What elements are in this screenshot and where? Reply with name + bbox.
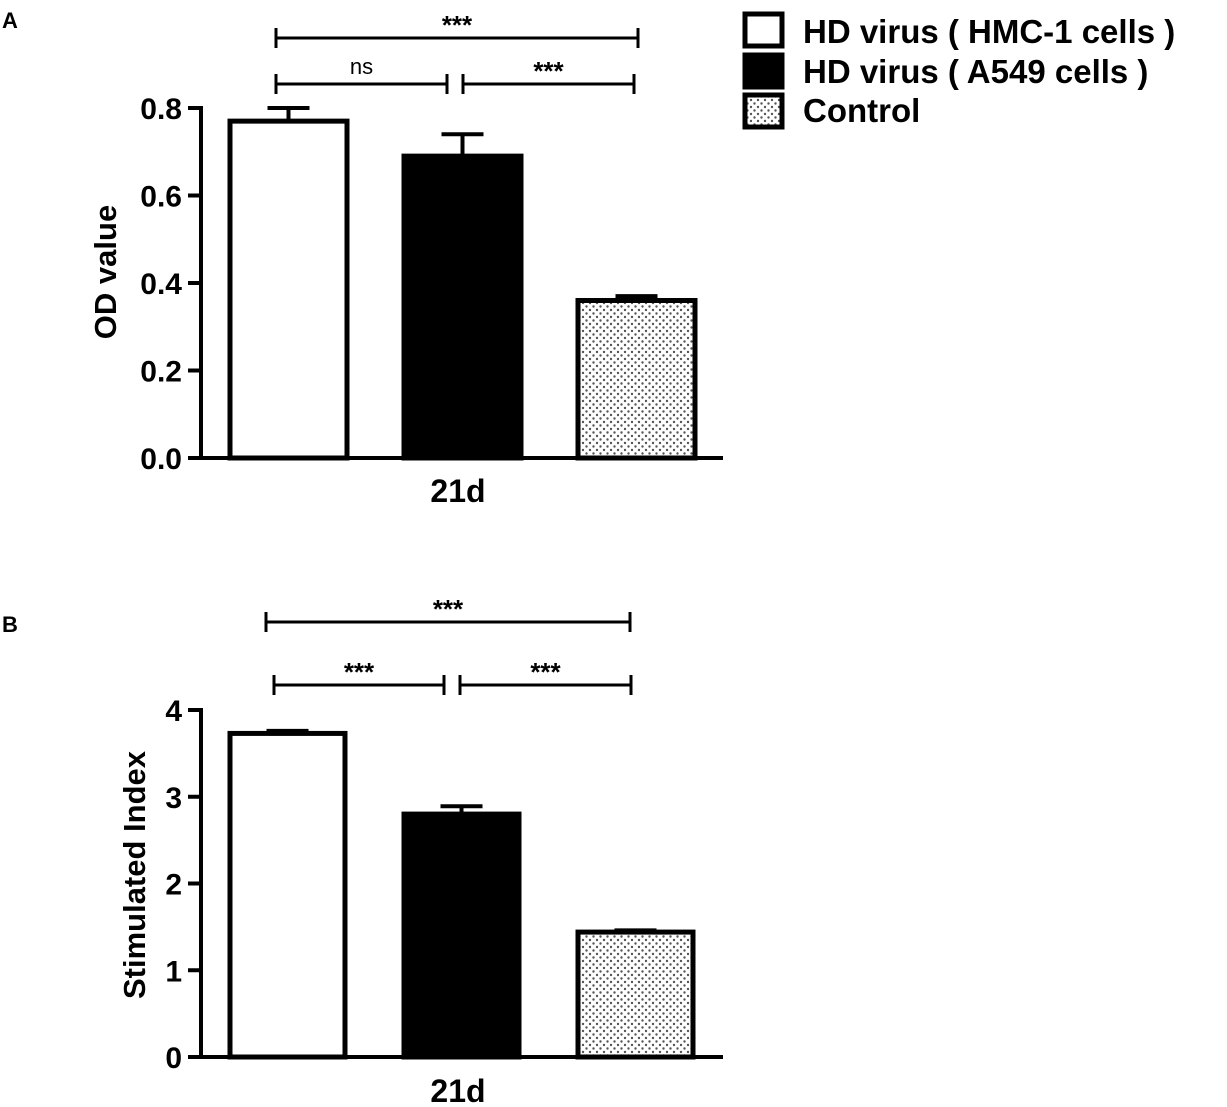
y-tick-label: 1 (165, 955, 182, 988)
legend-label-hmc1: HD virus ( HMC-1 cells ) (803, 13, 1175, 50)
significance-label: *** (433, 594, 464, 624)
legend-item-hmc1: HD virus ( HMC-1 cells ) (742, 11, 1175, 50)
legend-label-control: Control (803, 92, 920, 129)
y-tick-label: 0 (165, 1042, 182, 1075)
significance-label: *** (442, 10, 473, 40)
legend: HD virus ( HMC-1 cells ) HD virus ( A549… (742, 11, 1175, 130)
bar-control (575, 298, 698, 461)
bar-a549 (401, 153, 524, 461)
legend-label-a549: HD virus ( A549 cells ) (803, 53, 1148, 90)
panel-b-plot: 0 1 2 3 4 Stimulated Index 21d *** *** *** (117, 594, 723, 1107)
panel-label-b: B (2, 612, 18, 637)
y-tick-label: 0.2 (140, 356, 182, 389)
bar-hmc1 (227, 730, 348, 1060)
panel-a-plot: 0.0 0.2 0.4 0.6 0.8 OD value 21d ns *** *** (88, 10, 723, 509)
y-tick-label: 0.6 (140, 181, 182, 214)
panel-a: A 0.0 0.2 0.4 0.6 0.8 OD value 21d ns *** *** (2, 8, 723, 509)
bar-control (575, 929, 696, 1060)
significance-label: *** (530, 657, 561, 687)
significance-label: ns (350, 54, 373, 79)
y-axis-title: Stimulated Index (117, 750, 152, 999)
y-tick-label: 0.4 (140, 268, 182, 301)
legend-swatch-white (742, 11, 785, 49)
y-tick-label: 0.8 (140, 93, 182, 126)
x-category-label: 21d (430, 473, 485, 509)
legend-item-control: Control (742, 92, 920, 130)
y-tick-label: 2 (165, 869, 182, 902)
legend-swatch-dotted (742, 92, 785, 130)
significance-label: *** (533, 56, 564, 86)
y-tick-label: 3 (165, 782, 182, 815)
panel-label-a: A (2, 8, 18, 33)
x-category-label: 21d (430, 1073, 485, 1107)
legend-item-a549: HD virus ( A549 cells ) (742, 52, 1148, 90)
bar-hmc1 (227, 118, 350, 461)
y-tick-label: 4 (165, 695, 182, 728)
panel-b: B 0 1 2 3 4 Stimulated Index 21d *** *** *** (2, 594, 723, 1107)
bar-a549 (401, 811, 522, 1060)
legend-swatch-black (742, 52, 785, 90)
y-tick-label: 0.0 (140, 443, 182, 476)
y-axis-title: OD value (88, 205, 123, 339)
significance-label: *** (344, 657, 375, 687)
